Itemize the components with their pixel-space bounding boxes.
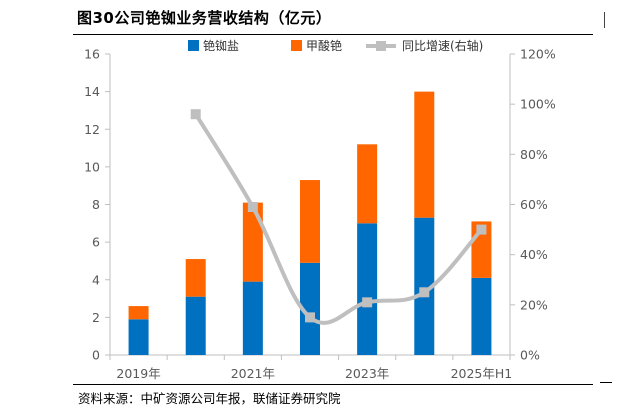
y-left-tick-label: 6 xyxy=(92,235,100,250)
bar-cesium-formate xyxy=(242,202,263,282)
y-left-tick-label: 12 xyxy=(84,122,100,137)
growth-rate-marker xyxy=(190,109,201,120)
y-left-tick-label: 8 xyxy=(92,197,100,212)
bar-cesium-formate xyxy=(128,306,149,320)
y-right-tick-label: 40% xyxy=(520,247,548,262)
legend-growth-rate-label: 同比增速(右轴) xyxy=(402,38,483,53)
growth-rate-marker xyxy=(362,297,373,308)
bar-cesium-rubidium-salt xyxy=(242,281,263,355)
growth-rate-marker xyxy=(247,202,258,213)
bar-cesium-rubidium-salt xyxy=(128,319,149,355)
figure-title: 图30公司铯铷业务营收结构（亿元） xyxy=(77,9,332,27)
adjacent-figure-edge xyxy=(604,12,611,28)
y-left-tick-label: 0 xyxy=(92,348,100,363)
y-left-tick-label: 2 xyxy=(92,310,100,325)
y-right-tick-label: 60% xyxy=(520,197,548,212)
legend-growth-rate-swatch-marker xyxy=(376,41,386,51)
bar-cesium-rubidium-salt xyxy=(357,223,378,355)
y-left-tick-label: 14 xyxy=(84,84,100,99)
legend-cesium-formate-label: 甲酸铯 xyxy=(306,38,342,53)
legend-cesium-formate-swatch xyxy=(291,40,302,51)
y-right-tick-label: 0% xyxy=(520,348,540,363)
y-left-tick-label: 4 xyxy=(92,272,100,287)
source-note: 资料来源：中矿资源公司年报，联储证券研究院 xyxy=(78,391,341,406)
source-divider xyxy=(73,384,593,385)
y-right-tick-label: 20% xyxy=(520,297,548,312)
legend-cesium-rubidium-salt-swatch xyxy=(188,40,199,51)
legend-cesium-rubidium-salt-label: 铯铷盐 xyxy=(203,38,239,53)
y-right-tick-label: 100% xyxy=(520,97,556,112)
x-tick-label: 2021年 xyxy=(231,366,275,381)
bar-cesium-formate xyxy=(300,180,320,263)
growth-rate-marker xyxy=(305,312,315,323)
x-tick-label: 2023年 xyxy=(345,366,389,381)
growth-rate-marker xyxy=(419,287,430,298)
adjacent-figure-rule xyxy=(600,382,612,383)
bar-cesium-formate xyxy=(357,144,378,224)
x-tick-label: 2019年 xyxy=(116,366,160,381)
bar-cesium-rubidium-salt xyxy=(414,217,435,355)
x-tick-label: 2025年H1 xyxy=(451,366,513,381)
y-right-tick-label: 120% xyxy=(520,47,556,62)
title-divider xyxy=(73,34,593,35)
bar-cesium-formate xyxy=(414,91,435,218)
growth-rate-marker xyxy=(476,224,487,235)
y-right-tick-label: 80% xyxy=(520,147,548,162)
y-left-tick-label: 10 xyxy=(84,159,100,174)
y-left-tick-label: 16 xyxy=(84,47,100,62)
growth-rate-line xyxy=(194,113,483,325)
bar-cesium-formate xyxy=(185,259,206,297)
bar-cesium-rubidium-salt xyxy=(471,277,492,355)
bar-cesium-rubidium-salt xyxy=(300,262,320,355)
bar-cesium-rubidium-salt xyxy=(185,296,206,355)
